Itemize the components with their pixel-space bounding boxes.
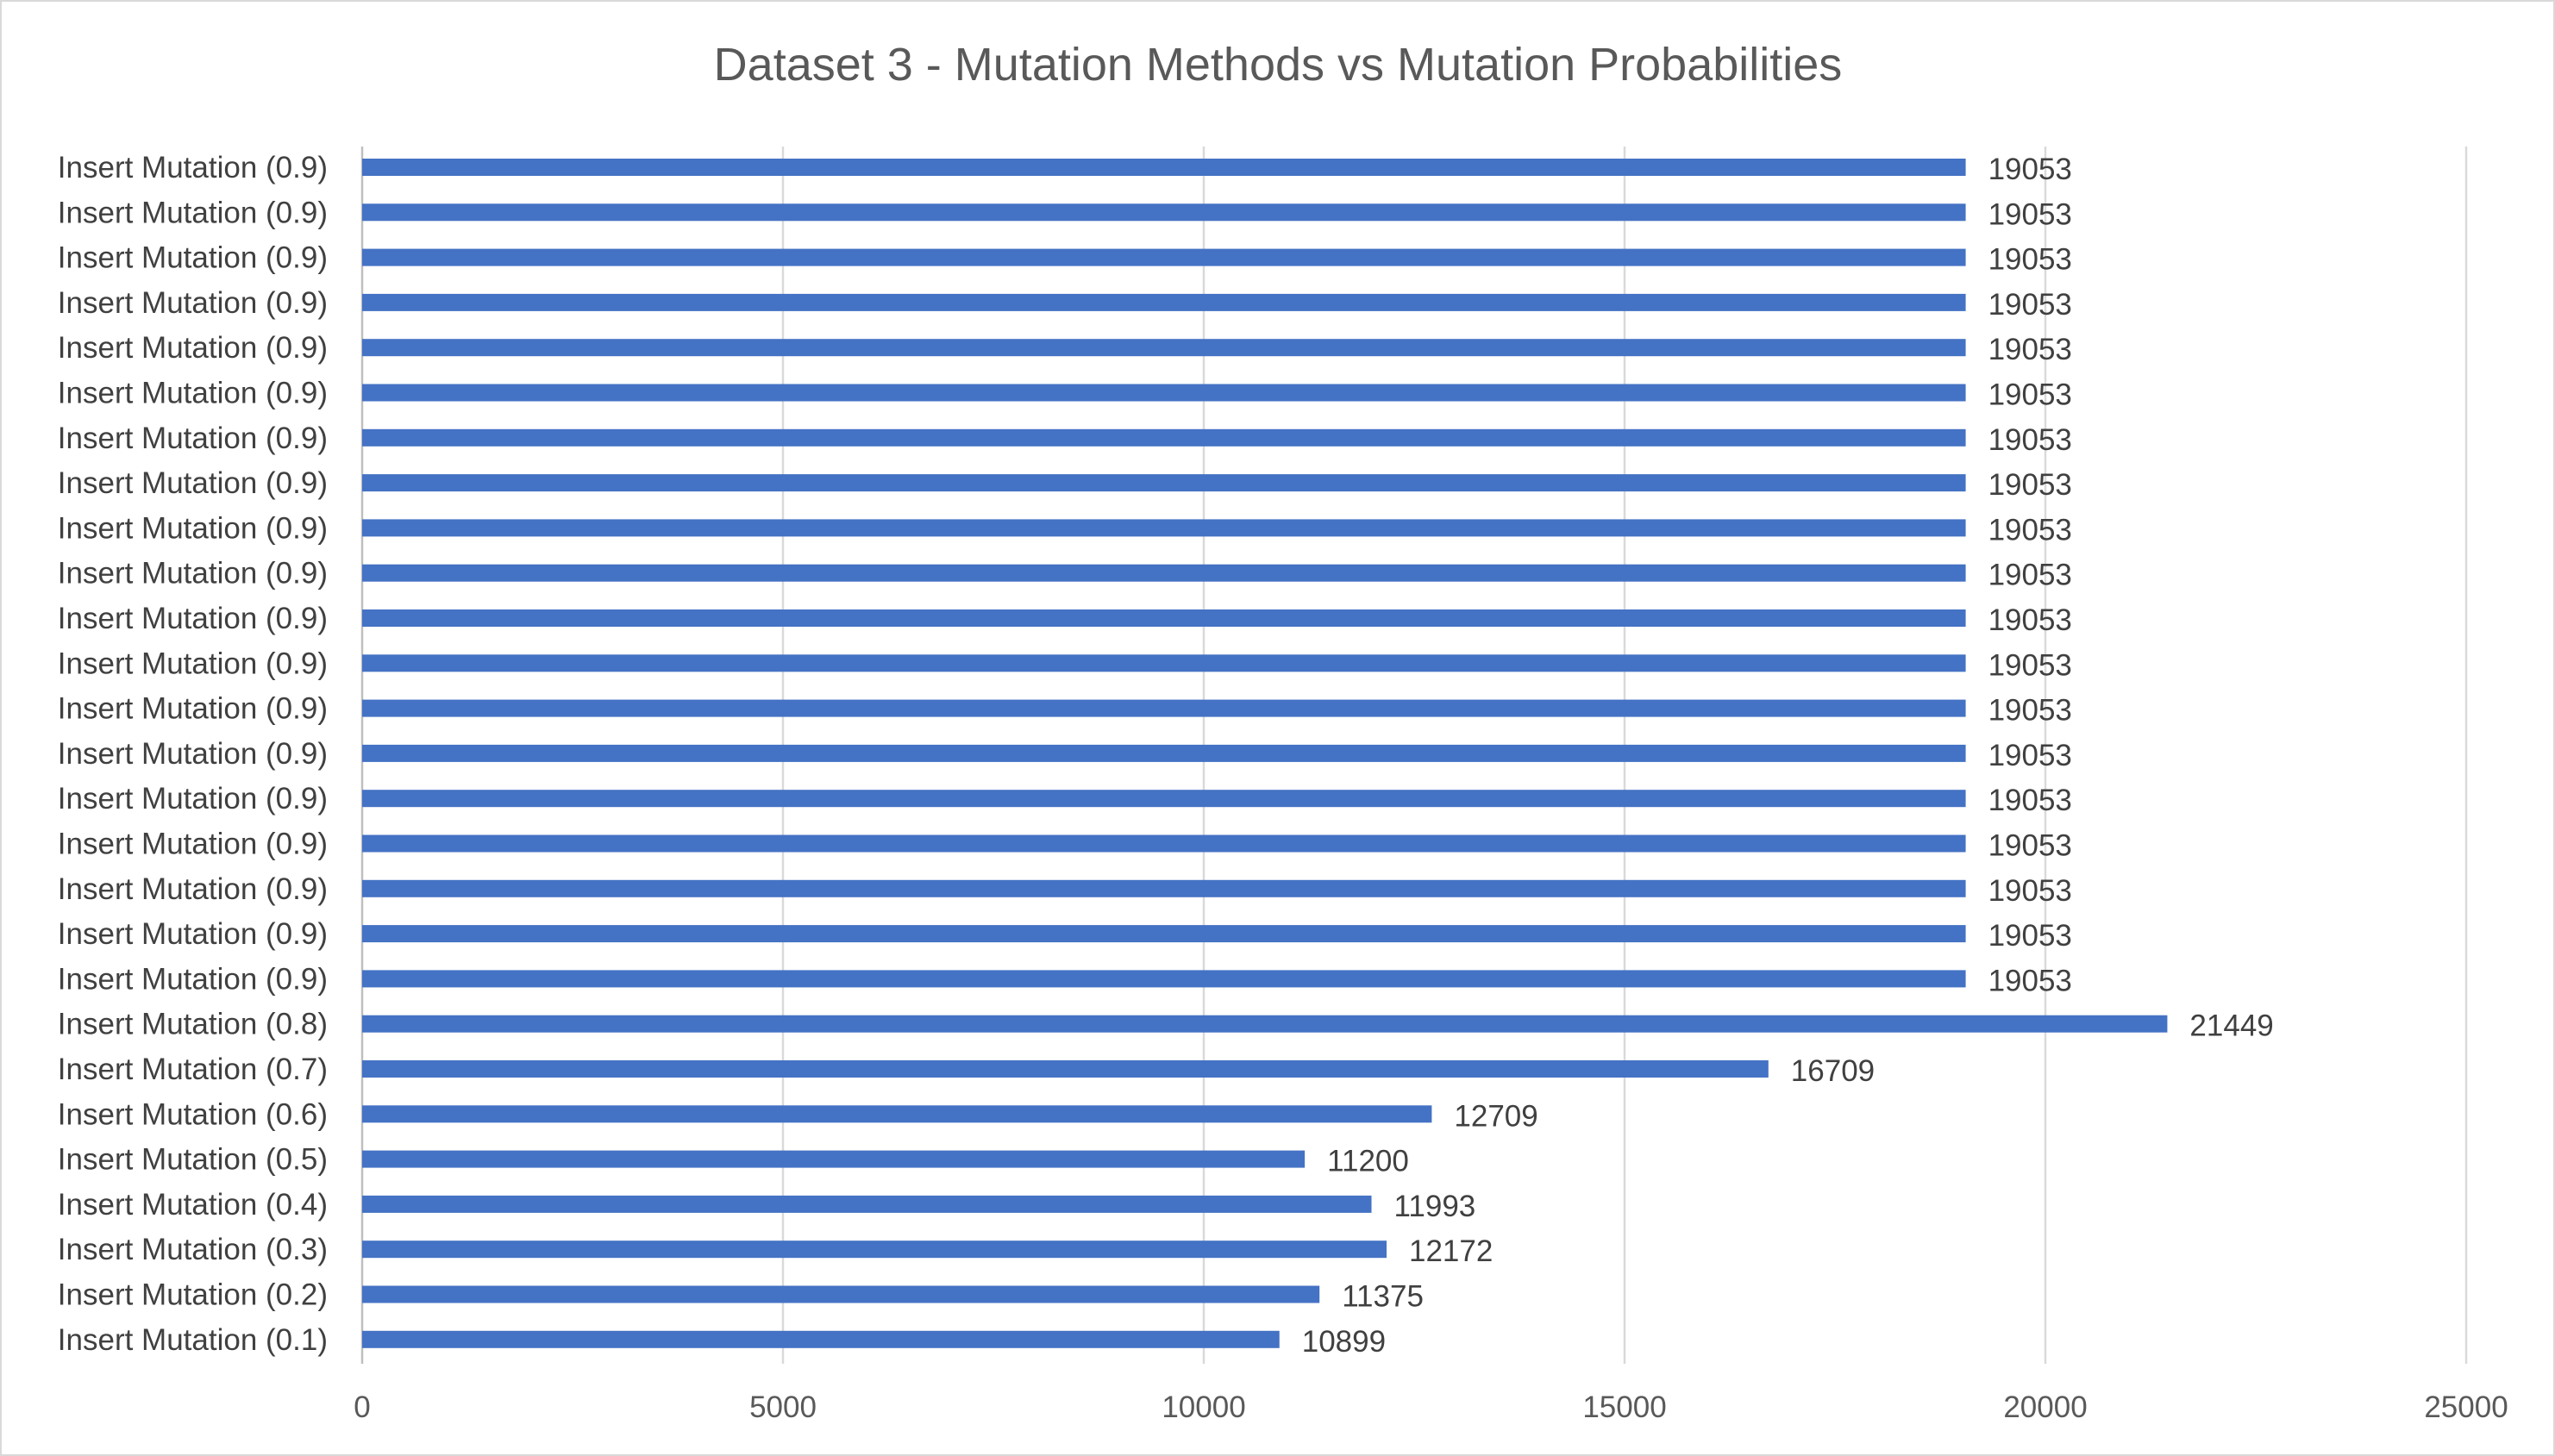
category-label: Insert Mutation (0.9) [58,647,328,680]
data-label: 21449 [2189,1009,2273,1043]
category-label: Insert Mutation (0.3) [58,1233,328,1266]
category-label: Insert Mutation (0.9) [58,557,328,591]
bar [362,248,1966,266]
bar [362,519,1966,537]
category-label: Insert Mutation (0.9) [58,241,328,275]
bar [362,339,1966,357]
data-label: 19053 [1988,559,2072,592]
category-label: Insert Mutation (0.2) [58,1278,328,1312]
data-label: 16709 [1791,1054,1875,1088]
data-label: 19053 [1988,648,2072,682]
data-label: 19053 [1988,919,2072,953]
data-labels: 19053 19053 19053 19053 19053 19053 19053 19053… [1302,153,2274,1359]
category-label: Insert Mutation (0.1) [58,1323,328,1357]
category-label: Insert Mutation (0.4) [58,1188,328,1222]
data-label: 19053 [1988,423,2072,457]
bar [362,474,1966,492]
data-label: 19053 [1988,739,2072,772]
bar [362,744,1966,762]
bar [362,790,1966,808]
data-label: 10899 [1302,1325,1386,1359]
bar [362,879,1966,897]
category-label: Insert Mutation (0.7) [58,1053,328,1086]
data-label: 12709 [1454,1099,1537,1133]
bar [362,1240,1387,1259]
category-label: Insert Mutation (0.9) [58,602,328,635]
data-label: 19053 [1988,964,2072,997]
bar [362,1285,1320,1303]
bar [362,1150,1306,1168]
category-label: Insert Mutation (0.9) [58,466,328,500]
data-label: 19053 [1988,468,2072,502]
category-label: Insert Mutation (0.9) [58,422,328,455]
x-tick-label: 20000 [2003,1390,2087,1424]
bar [362,1060,1769,1078]
category-label: Insert Mutation (0.9) [58,151,328,184]
bar [362,1330,1280,1348]
bar [362,1015,2168,1033]
x-tick-labels: 0 5000 10000 15000 20000 25000 [354,1390,2508,1424]
bar [362,203,1966,222]
category-label: Insert Mutation (0.5) [58,1143,328,1177]
category-labels: Insert Mutation (0.9) Insert Mutation (0.… [58,151,328,1357]
bar [362,428,1966,447]
data-label: 19053 [1988,333,2072,366]
data-label: 11200 [1327,1145,1409,1178]
data-label: 19053 [1988,378,2072,412]
bar [362,970,1966,988]
data-label: 19053 [1988,603,2072,637]
data-label: 19053 [1988,243,2072,277]
bar [362,1105,1432,1123]
data-label: 19053 [1988,874,2072,908]
data-label: 19053 [1988,197,2072,231]
x-tick-label: 15000 [1582,1390,1666,1424]
bar [362,609,1966,627]
data-label: 12172 [1409,1234,1493,1268]
x-tick-label: 10000 [1162,1390,1245,1424]
data-label: 19053 [1988,288,2072,322]
bar [362,925,1966,943]
bar [362,654,1966,672]
bar [362,293,1966,311]
data-label: 19053 [1988,513,2072,547]
x-tick-label: 0 [354,1390,370,1424]
bar [362,384,1966,402]
bar [362,1195,1372,1213]
category-label: Insert Mutation (0.9) [58,917,328,951]
x-tick-label: 25000 [2424,1390,2508,1424]
category-label: Insert Mutation (0.9) [58,331,328,365]
data-label: 11993 [1394,1190,1476,1223]
category-label: Insert Mutation (0.9) [58,286,328,320]
data-label: 19053 [1988,784,2072,817]
bar [362,834,1966,853]
chart-title: Dataset 3 - Mutation Methods vs Mutation… [714,39,1843,91]
category-label: Insert Mutation (0.9) [58,782,328,815]
data-label: 19053 [1988,153,2072,186]
category-label: Insert Mutation (0.9) [58,962,328,996]
category-label: Insert Mutation (0.8) [58,1008,328,1041]
category-label: Insert Mutation (0.9) [58,737,328,771]
x-tick-label: 5000 [749,1390,817,1424]
category-label: Insert Mutation (0.9) [58,692,328,726]
data-label: 11375 [1342,1280,1424,1314]
category-label: Insert Mutation (0.9) [58,511,328,545]
category-label: Insert Mutation (0.9) [58,196,328,229]
bars [362,159,2168,1348]
category-label: Insert Mutation (0.9) [58,872,328,906]
bar [362,159,1966,176]
data-label: 19053 [1988,829,2072,863]
data-label: 19053 [1988,694,2072,728]
bar [362,564,1966,582]
bar [362,699,1966,717]
category-label: Insert Mutation (0.9) [58,828,328,861]
category-label: Insert Mutation (0.6) [58,1097,328,1131]
category-label: Insert Mutation (0.9) [58,377,328,410]
